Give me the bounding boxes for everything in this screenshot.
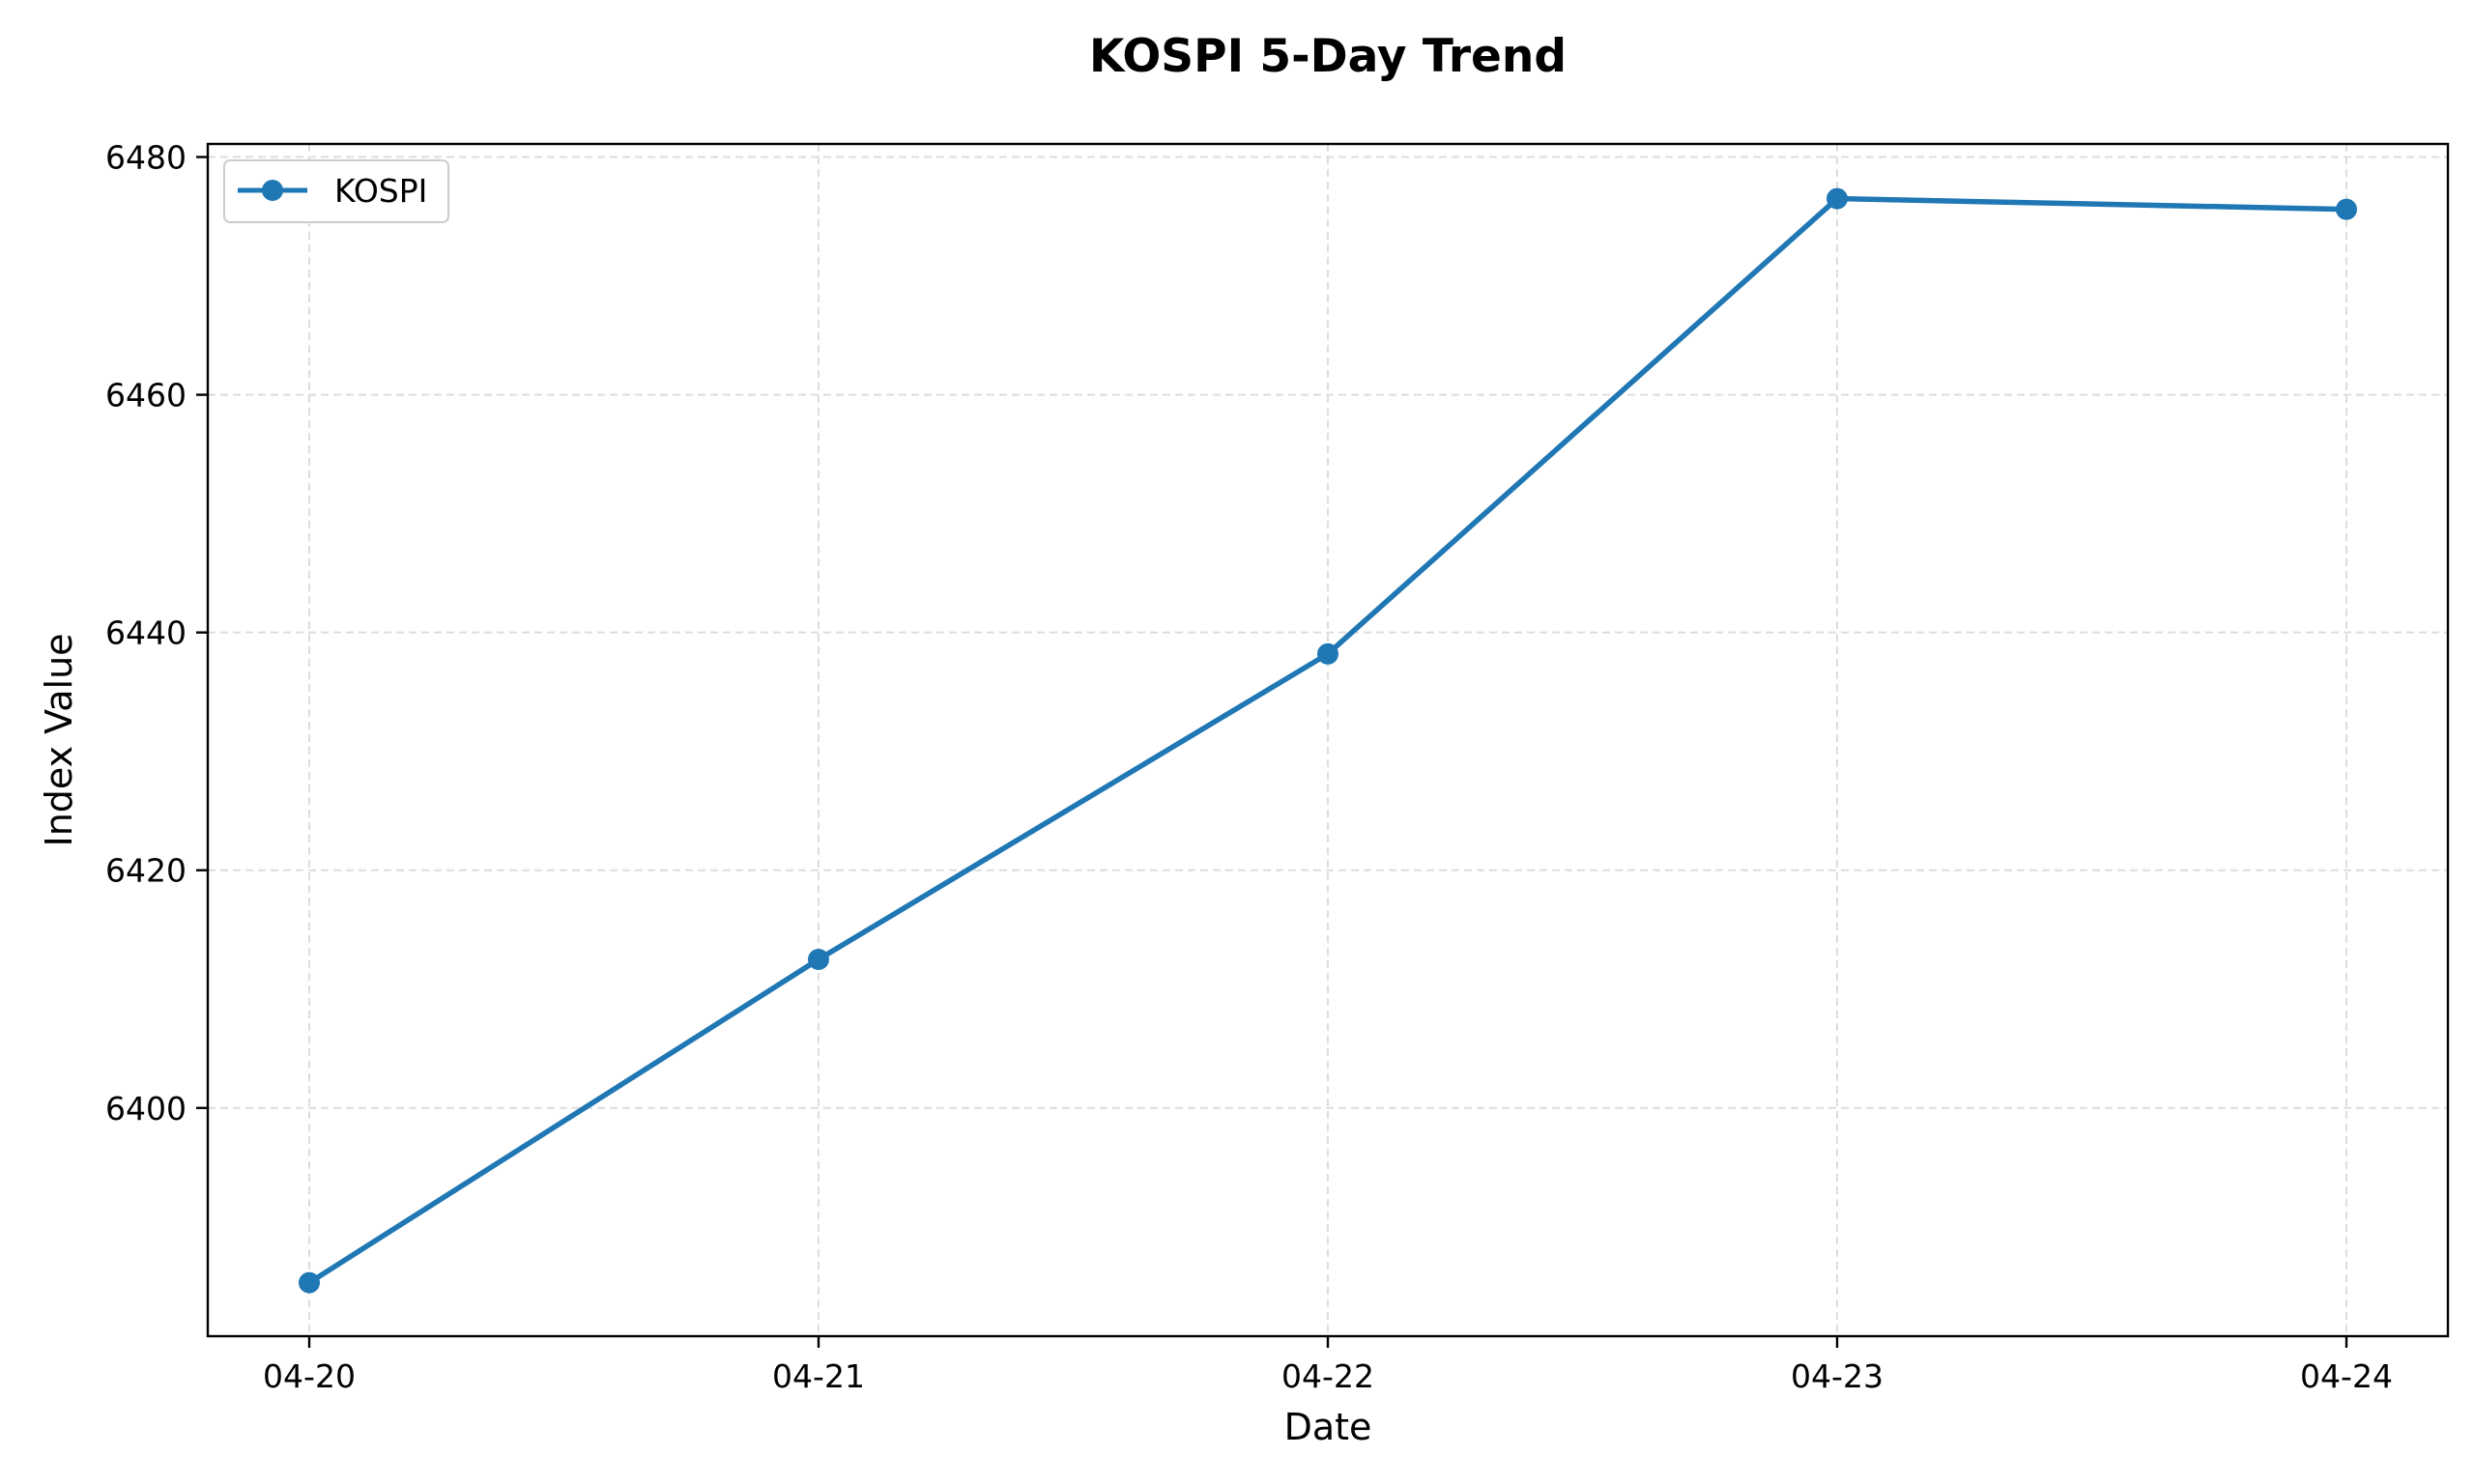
legend-marker: [262, 180, 283, 201]
data-point: [2336, 198, 2357, 220]
x-tick-label: 04-21: [772, 1357, 865, 1395]
x-axis: 04-20 04-21 04-22 04-23 04-24: [263, 1336, 2393, 1395]
grid: [208, 144, 2448, 1336]
y-tick-label: 6400: [105, 1090, 187, 1127]
y-tick-label: 6480: [105, 139, 187, 177]
legend: KOSPI: [223, 159, 449, 223]
y-tick-label: 6440: [105, 614, 187, 652]
data-point: [1827, 187, 1848, 210]
y-axis: 6400 6420 6440 6460 6480: [105, 139, 208, 1127]
x-tick-label: 04-20: [263, 1357, 356, 1395]
y-axis-label: Index Value: [38, 633, 80, 846]
x-axis-label: Date: [1284, 1406, 1372, 1448]
x-tick-label: 04-23: [1791, 1357, 1884, 1395]
y-tick-label: 6420: [105, 852, 187, 890]
data-point: [808, 948, 829, 970]
x-tick-label: 04-24: [2300, 1357, 2393, 1395]
y-tick-label: 6460: [105, 377, 187, 414]
series-kospi: [299, 187, 2357, 1294]
data-point: [1317, 642, 1338, 665]
chart-title: KOSPI 5-Day Trend: [1089, 30, 1567, 83]
data-point: [299, 1271, 320, 1294]
x-tick-label: 04-22: [1281, 1357, 1374, 1395]
legend-label-kospi: KOSPI: [334, 172, 427, 210]
legend-box: [223, 159, 449, 223]
